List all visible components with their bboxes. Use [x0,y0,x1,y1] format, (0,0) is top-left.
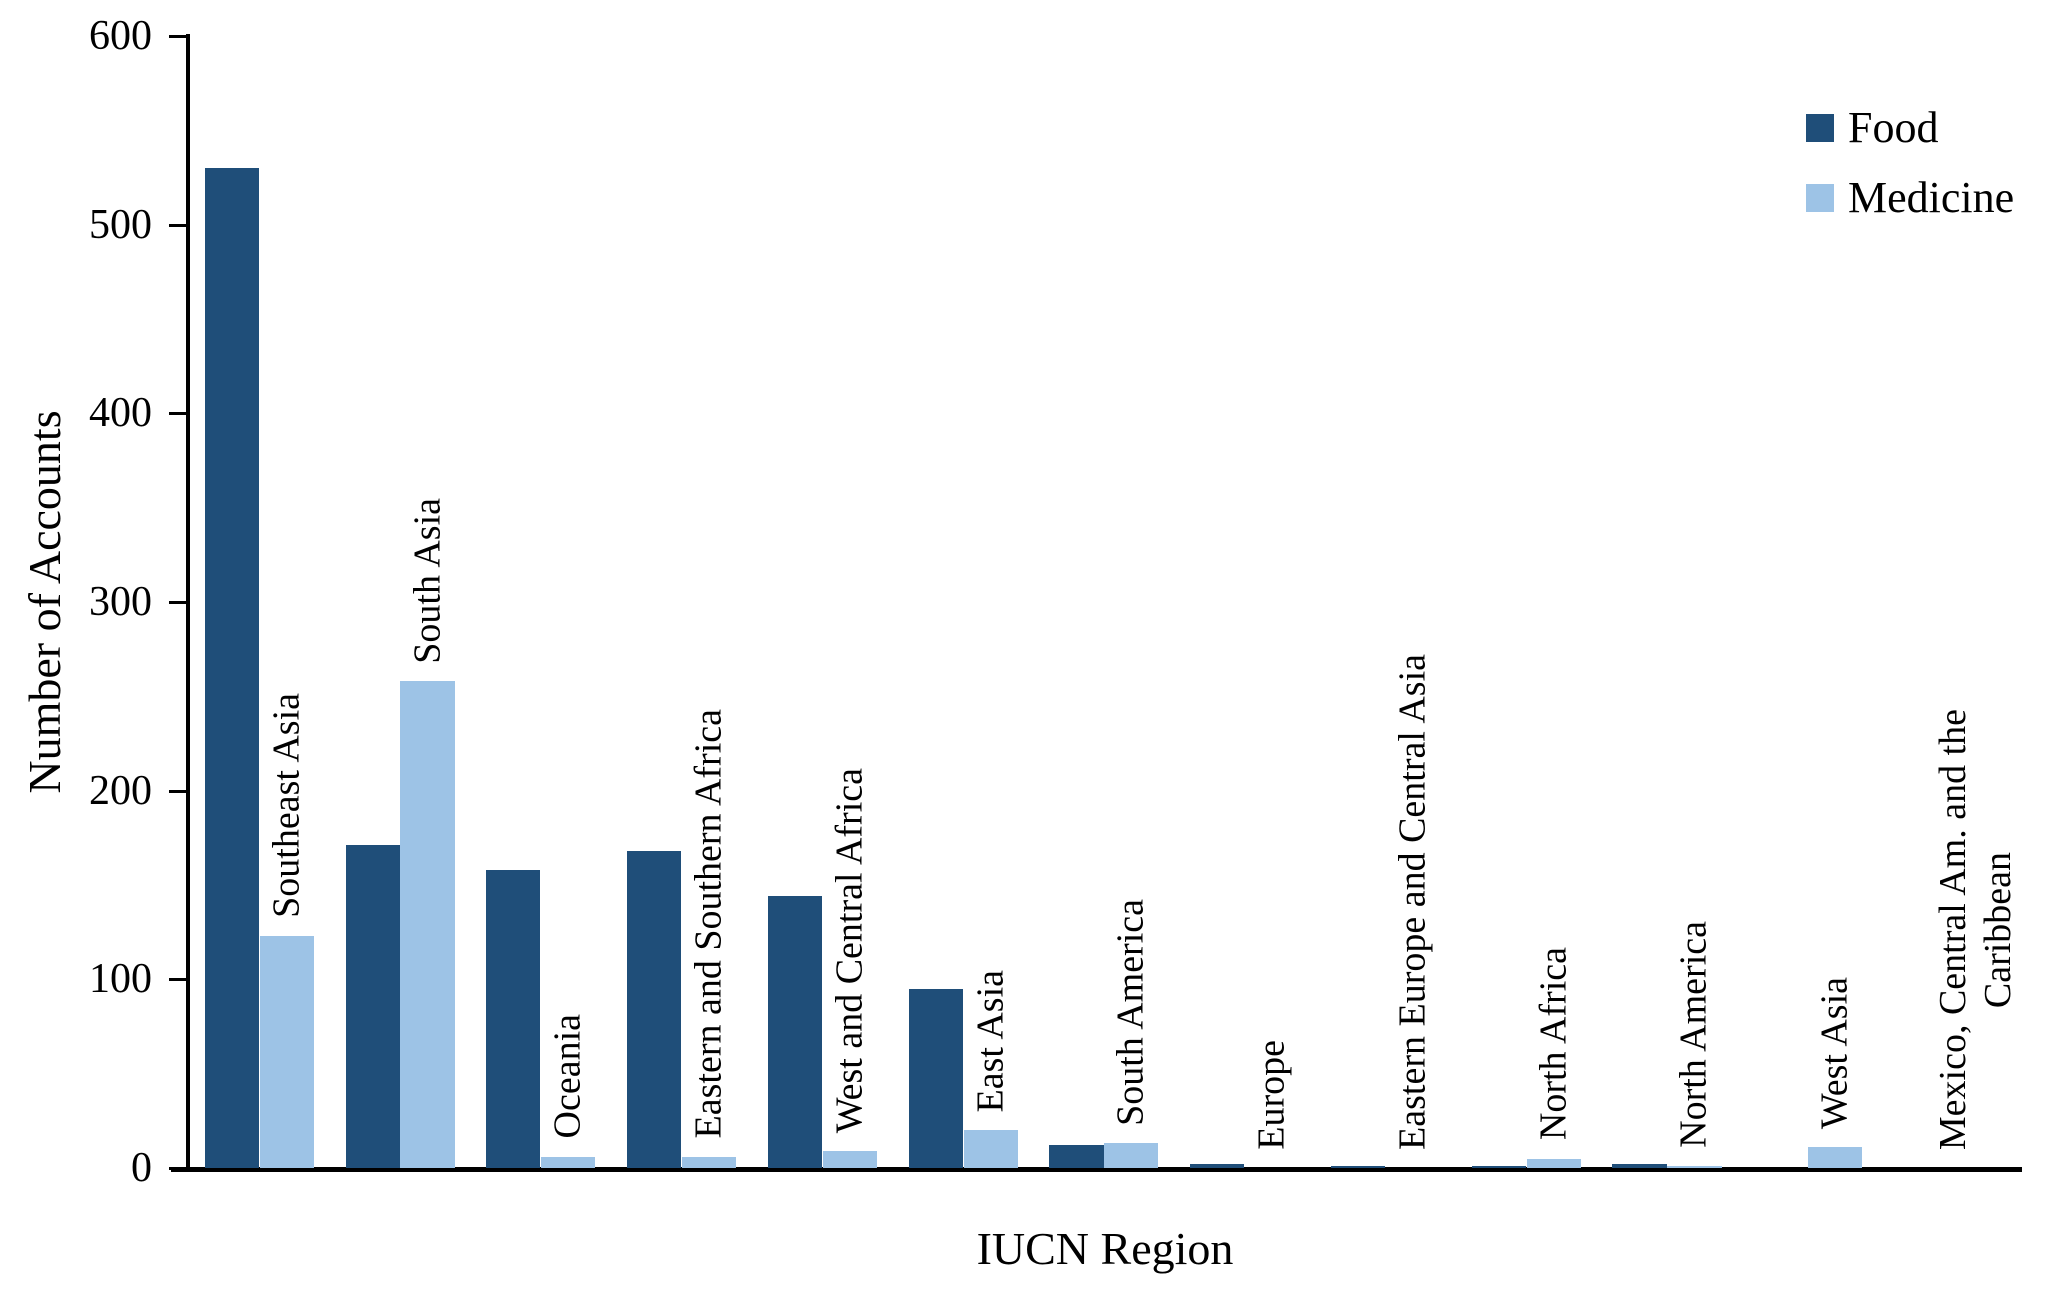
category-6: East Asia [894,36,1035,1168]
bar-medicine [400,681,455,1168]
legend-item-medicine: Medicine [1806,176,2014,220]
category-label: Mexico, Central Am. and the Caribbean [1932,708,2019,1150]
category-9: Eastern Europe and Central Asia [1316,36,1457,1168]
category-label: North Africa [1532,947,1575,1141]
y-tick-label: 300 [89,579,152,625]
category-8: Europe [1175,36,1316,1168]
category-label: West Asia [1813,977,1856,1130]
bar-medicine [822,1151,877,1168]
bar-food [1471,1166,1526,1168]
bar-medicine [259,935,314,1168]
y-tick-label: 500 [89,201,152,248]
bar-medicine [1526,1158,1581,1168]
food-series-swatch [1806,114,1834,142]
bar-medicine [1104,1143,1159,1168]
bar-medicine [1808,1147,1863,1168]
plot-area: Southeast Asia South Asia Oceania Eastern a… [190,36,2020,1168]
y-tick-label: 600 [89,13,152,59]
category-3: Oceania [472,36,613,1168]
medicine-series-swatch [1806,184,1834,212]
category-11: North America [1598,36,1739,1168]
x-axis-line [171,1167,2022,1172]
bar-food [1190,1164,1245,1168]
category-10: North Africa [1457,36,1598,1168]
bar-food [908,988,963,1168]
bar-food [486,869,541,1168]
y-tick-label: 0 [131,1145,152,1191]
bar-food [345,845,400,1168]
bar-food [767,896,823,1168]
bar-medicine [681,1156,737,1168]
category-label: South Asia [406,497,449,664]
category-12: West Asia [1738,36,1879,1168]
legend-label-food: Food [1848,103,1939,152]
bar-food [627,851,682,1168]
category-label: South America [1109,898,1152,1126]
y-tick-mark [169,412,187,416]
y-tick-label: 400 [89,390,152,437]
legend-label-medicine: Medicine [1848,173,2015,222]
category-4: Eastern and Southern Africa [612,36,753,1168]
category-7: South America [1035,36,1176,1168]
legend: Food Medicine [1806,106,2014,246]
bar-food [1330,1166,1386,1168]
y-tick-mark [169,978,187,982]
category-5: West and Central Africa [753,36,894,1168]
category-1: Southeast Asia [190,36,331,1168]
bar-food [1049,1145,1104,1168]
y-tick-label: 200 [89,767,152,814]
bar-medicine [1667,1166,1722,1168]
category-label: West and Central Africa [828,767,871,1134]
bar-food [1612,1164,1667,1168]
x-axis-title: IUCN Region [976,1223,1234,1274]
y-tick-mark [169,223,187,227]
bar-medicine [963,1130,1018,1168]
y-axis-line [186,34,190,1170]
category-label: Oceania [546,1014,589,1139]
y-tick-mark [169,35,187,38]
legend-item-food: Food [1806,106,2014,150]
category-label: Eastern and Southern Africa [687,709,730,1139]
category-label: Southeast Asia [265,693,308,918]
category-label: East Asia [969,969,1012,1113]
category-label: North America [1673,921,1716,1149]
y-tick-mark [169,601,187,604]
category-label: Europe [1250,1040,1293,1150]
bar-food [204,168,259,1168]
bar-medicine [541,1156,596,1168]
category-label: Eastern Europe and Central Asia [1391,654,1434,1150]
y-tick-mark [169,789,187,793]
y-tick-label: 100 [89,956,152,1003]
category-2: South Asia [331,36,472,1168]
